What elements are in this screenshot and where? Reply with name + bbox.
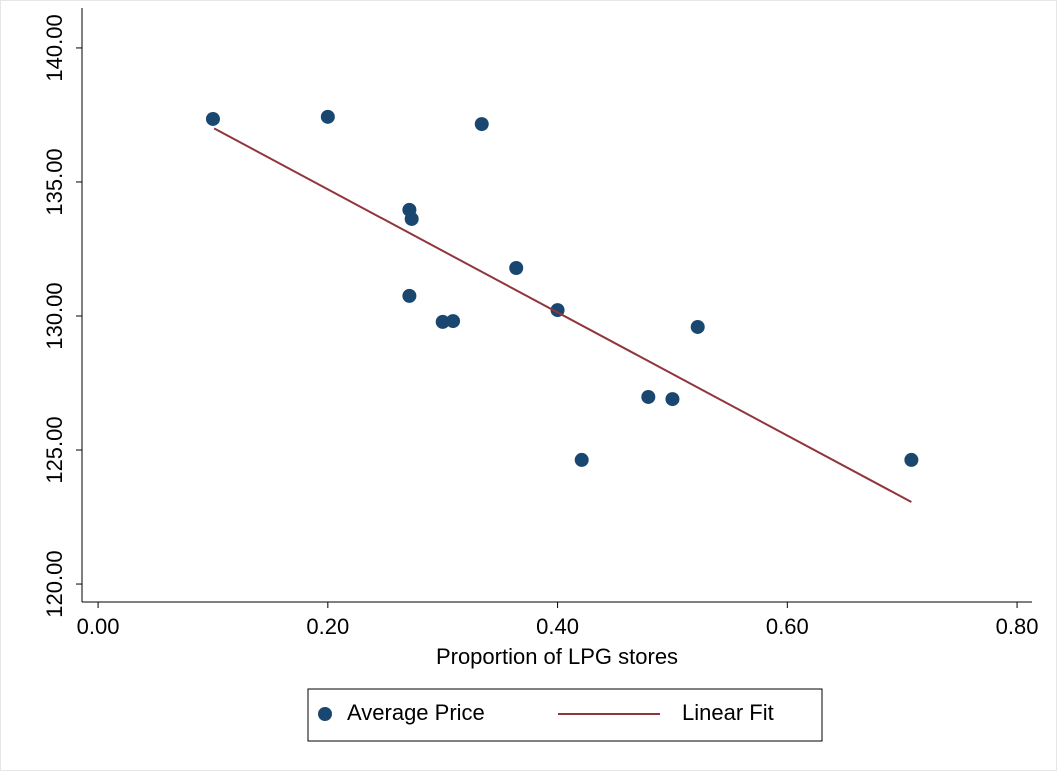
y-tick-label: 140.00	[42, 14, 67, 81]
x-tick-label: 0.00	[77, 614, 120, 639]
legend-marker	[318, 707, 332, 721]
point	[205, 111, 220, 126]
x-tick-label: 0.20	[306, 614, 349, 639]
y-tick-label: 135.00	[42, 148, 67, 215]
legend-label: Linear Fit	[682, 700, 774, 725]
point	[690, 319, 705, 334]
point	[574, 452, 589, 467]
point	[641, 389, 656, 404]
point	[509, 261, 524, 276]
point	[474, 117, 489, 132]
y-tick-label: 125.00	[42, 416, 67, 483]
fit-line	[213, 127, 912, 503]
point	[446, 314, 461, 329]
x-tick-label: 0.40	[536, 614, 579, 639]
point	[402, 288, 417, 303]
legend-label: Average Price	[347, 700, 485, 725]
y-tick-label: 130.00	[42, 282, 67, 349]
point	[320, 109, 335, 124]
x-axis-title: Proportion of LPG stores	[436, 644, 678, 669]
point	[404, 211, 419, 226]
point	[435, 314, 450, 329]
y-tick-label: 120.00	[42, 550, 67, 617]
point	[904, 452, 919, 467]
x-tick-label: 0.80	[996, 614, 1039, 639]
point	[665, 392, 680, 407]
x-tick-label: 0.60	[766, 614, 809, 639]
